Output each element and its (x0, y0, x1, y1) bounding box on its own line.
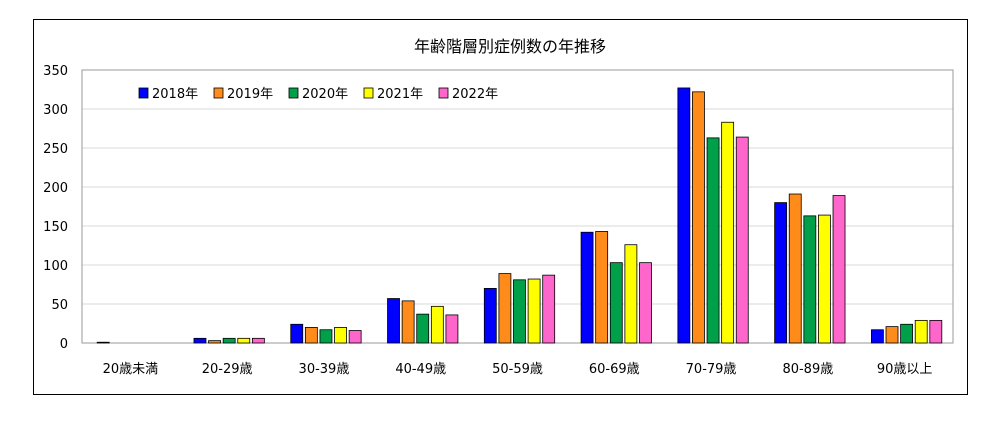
y-tick-label: 250 (43, 142, 68, 157)
bar (96, 341, 110, 344)
bar (387, 298, 400, 344)
bar (639, 262, 652, 344)
bar (513, 279, 526, 344)
bar (692, 91, 705, 344)
bar (580, 231, 594, 344)
bar (885, 326, 899, 344)
bar (624, 244, 638, 344)
x-tick-label: 50-59歳 (492, 362, 543, 377)
bar (348, 330, 362, 344)
bar (774, 202, 788, 344)
bar (595, 231, 609, 344)
legend-swatch (438, 87, 449, 99)
bar (914, 319, 928, 344)
bar (416, 313, 430, 344)
y-tick-label: 50 (51, 298, 68, 313)
bar (251, 337, 265, 344)
bar (788, 193, 802, 344)
legend-swatch (138, 87, 149, 99)
chart-title: 年齢階層別症例数の年推移 (414, 37, 606, 56)
x-tick-label: 60-69歳 (589, 362, 640, 377)
x-tick-label: 40-49歳 (395, 362, 446, 377)
legend-swatch (213, 87, 224, 99)
x-tick-label: 80-89歳 (782, 362, 833, 377)
bar (334, 326, 347, 344)
bar (832, 195, 846, 344)
y-tick-label: 0 (60, 337, 68, 352)
legend-label: 2021年 (377, 87, 423, 102)
bar (818, 214, 831, 344)
bar (208, 340, 221, 344)
y-tick-label: 200 (43, 181, 68, 196)
y-tick-label: 300 (43, 103, 68, 118)
legend-label: 2019年 (227, 87, 273, 102)
y-tick-label: 350 (43, 64, 68, 79)
x-tick-label: 20-29歳 (202, 362, 253, 377)
bar (193, 337, 207, 344)
bar (527, 278, 541, 344)
bar (290, 323, 304, 344)
bar (721, 121, 735, 344)
bar (483, 287, 497, 344)
bar (319, 329, 333, 344)
y-axis-ticks: 0 50 100 150 200 250 300 350 (43, 64, 68, 352)
bars (96, 87, 943, 344)
legend-swatch (288, 87, 299, 99)
bar (237, 337, 251, 344)
bar (445, 314, 459, 344)
bar (677, 87, 691, 344)
bar (803, 215, 817, 344)
bar (222, 337, 236, 344)
bar (735, 136, 749, 344)
x-tick-label: 20歳未満 (103, 362, 159, 377)
x-axis-ticks: 20歳未満 20-29歳 30-39歳 40-49歳 50-59歳 60-69歳 70-79… (103, 362, 933, 377)
bar (542, 274, 556, 344)
bar (430, 305, 444, 344)
bar (929, 319, 943, 344)
bar (401, 300, 415, 344)
bar (498, 273, 512, 344)
bar (900, 323, 914, 344)
x-tick-label: 70-79歳 (686, 362, 737, 377)
legend-label: 2018年 (152, 87, 198, 102)
bar (871, 329, 884, 344)
bar (304, 326, 318, 344)
x-tick-label: 90歳以上 (877, 362, 933, 377)
legend-swatch (363, 87, 374, 99)
x-tick-label: 30-39歳 (299, 362, 350, 377)
bar (609, 262, 623, 344)
y-tick-label: 100 (43, 259, 68, 274)
legend: 2018年 2019年 2020年 2021年 2022年 (138, 87, 498, 102)
y-tick-label: 150 (43, 220, 68, 235)
legend-label: 2022年 (452, 87, 498, 102)
legend-label: 2020年 (302, 87, 348, 102)
bar (706, 137, 720, 344)
